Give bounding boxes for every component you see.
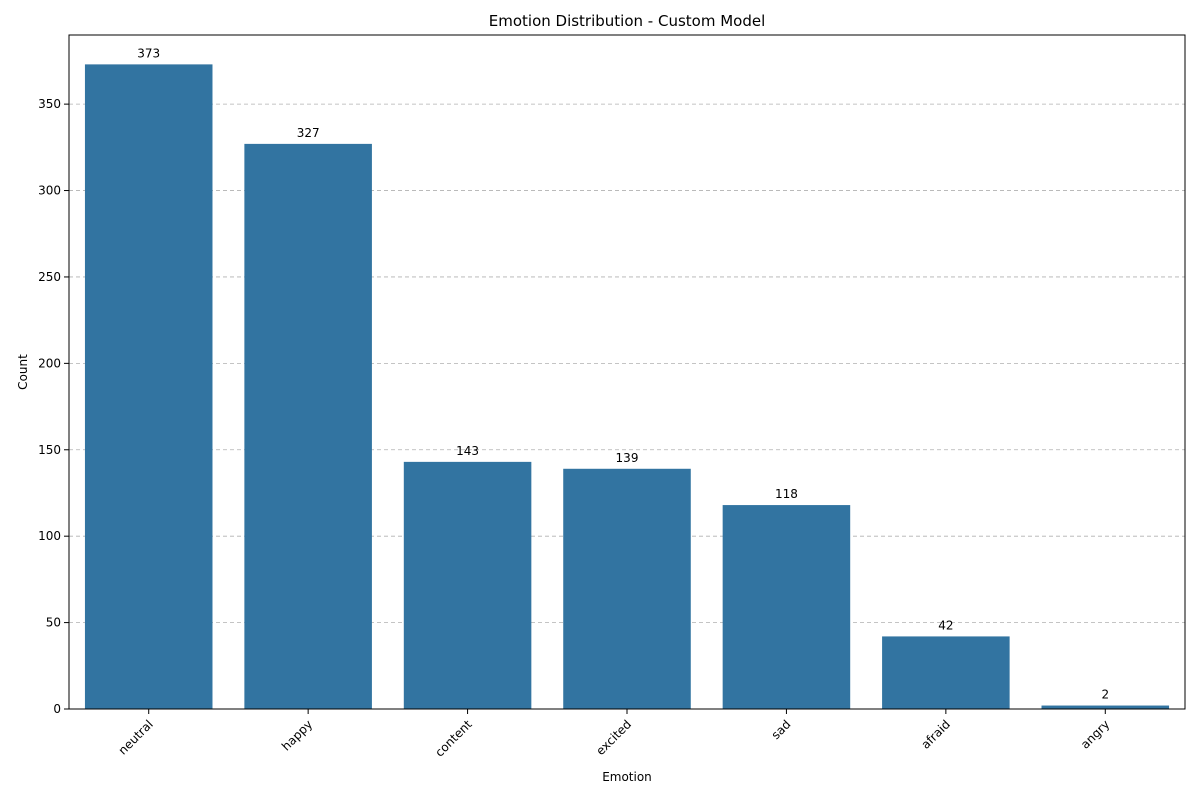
bar-excited	[563, 468, 691, 709]
y-tick-label: 250	[38, 270, 61, 284]
data-label-neutral: 373	[137, 46, 160, 60]
data-label-happy: 327	[297, 126, 320, 140]
data-label-excited: 139	[616, 451, 639, 465]
plot-frame	[68, 34, 1186, 710]
x-tick-label-angry: angry	[1078, 717, 1112, 751]
y-tick-label: 100	[38, 529, 61, 543]
data-label-content: 143	[456, 444, 479, 458]
bars	[84, 64, 1170, 709]
bar-sad	[722, 505, 851, 709]
y-tick-label: 300	[38, 184, 61, 198]
bar-content	[403, 461, 532, 709]
data-labels: 373 327 143 139 118 42 2	[137, 46, 1109, 701]
x-tick-label-excited: excited	[593, 717, 634, 758]
x-tick-label-sad: sad	[769, 717, 794, 742]
y-tick-label: 150	[38, 443, 61, 457]
x-axis-label: Emotion	[602, 770, 652, 784]
x-tick-label-neutral: neutral	[116, 717, 156, 757]
bar-afraid	[882, 636, 1010, 709]
x-tick-label-content: content	[432, 717, 475, 760]
y-tick-label: 0	[53, 702, 61, 716]
data-label-afraid: 42	[938, 618, 953, 632]
y-axis-label: Count	[16, 354, 30, 390]
x-tick-label-afraid: afraid	[918, 717, 953, 752]
bar-happy	[244, 143, 372, 709]
y-tick-label: 200	[38, 356, 61, 370]
y-tick-label: 50	[46, 616, 61, 630]
bar-neutral	[84, 64, 213, 709]
bar-angry	[1041, 705, 1170, 709]
data-label-angry: 2	[1101, 688, 1109, 702]
chart-title: Emotion Distribution - Custom Model	[489, 12, 766, 30]
y-tick-label: 350	[38, 97, 61, 111]
data-label-sad: 118	[775, 487, 798, 501]
x-tick-label-happy: happy	[279, 717, 315, 753]
